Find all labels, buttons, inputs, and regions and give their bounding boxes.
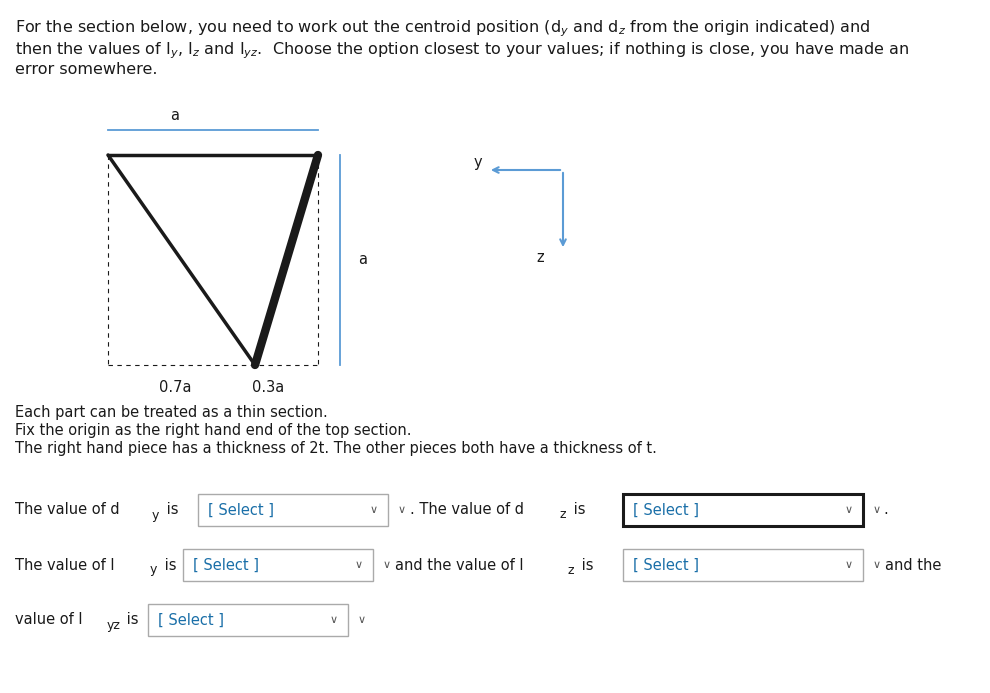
Text: The value of d: The value of d [15, 502, 120, 518]
Text: y: y [152, 509, 159, 522]
Text: For the section below, you need to work out the centroid position (d$_y$ and d$_: For the section below, you need to work … [15, 18, 870, 39]
Text: [ Select ]: [ Select ] [633, 502, 699, 518]
FancyBboxPatch shape [198, 494, 388, 526]
Text: and the: and the [885, 557, 941, 572]
Text: [ Select ]: [ Select ] [193, 557, 259, 572]
Text: and the value of I: and the value of I [395, 557, 524, 572]
Text: is: is [160, 557, 176, 572]
Text: a: a [358, 252, 367, 267]
Text: ∨: ∨ [844, 505, 853, 515]
Text: ∨: ∨ [370, 505, 378, 515]
Text: The right hand piece has a thickness of 2t. The other pieces both have a thickne: The right hand piece has a thickness of … [15, 441, 657, 456]
FancyBboxPatch shape [623, 494, 863, 526]
Text: z: z [568, 563, 574, 577]
FancyBboxPatch shape [623, 549, 863, 581]
Text: 0.3a: 0.3a [251, 380, 284, 395]
Text: ∨: ∨ [873, 505, 881, 515]
Text: is: is [577, 557, 593, 572]
Text: z: z [560, 509, 566, 522]
Text: ∨: ∨ [358, 615, 366, 625]
Text: Each part can be treated as a thin section.: Each part can be treated as a thin secti… [15, 405, 328, 420]
Text: [ Select ]: [ Select ] [633, 557, 699, 572]
Text: ∨: ∨ [355, 560, 363, 570]
Text: y: y [150, 563, 157, 577]
Text: ∨: ∨ [844, 560, 853, 570]
Text: ∨: ∨ [398, 505, 406, 515]
Text: a: a [170, 108, 179, 123]
Text: Fix the origin as the right hand end of the top section.: Fix the origin as the right hand end of … [15, 423, 412, 438]
Text: error somewhere.: error somewhere. [15, 62, 157, 77]
FancyBboxPatch shape [183, 549, 373, 581]
Text: [ Select ]: [ Select ] [208, 502, 274, 518]
Text: ∨: ∨ [330, 615, 338, 625]
Text: z: z [537, 250, 544, 265]
Text: [ Select ]: [ Select ] [158, 613, 224, 627]
Text: . The value of d: . The value of d [410, 502, 524, 518]
Text: ∨: ∨ [873, 560, 881, 570]
Text: is: is [162, 502, 178, 518]
FancyBboxPatch shape [148, 604, 348, 636]
Text: The value of I: The value of I [15, 557, 115, 572]
Text: 0.7a: 0.7a [158, 380, 191, 395]
Text: is: is [122, 613, 139, 627]
Text: .: . [883, 502, 888, 518]
Text: then the values of I$_y$, I$_z$ and I$_{yz}$.  Choose the option closest to your: then the values of I$_y$, I$_z$ and I$_{… [15, 40, 910, 60]
Text: ∨: ∨ [383, 560, 391, 570]
Text: yz: yz [107, 618, 121, 631]
Text: y: y [473, 155, 482, 170]
Text: is: is [569, 502, 585, 518]
Text: value of I: value of I [15, 613, 82, 627]
